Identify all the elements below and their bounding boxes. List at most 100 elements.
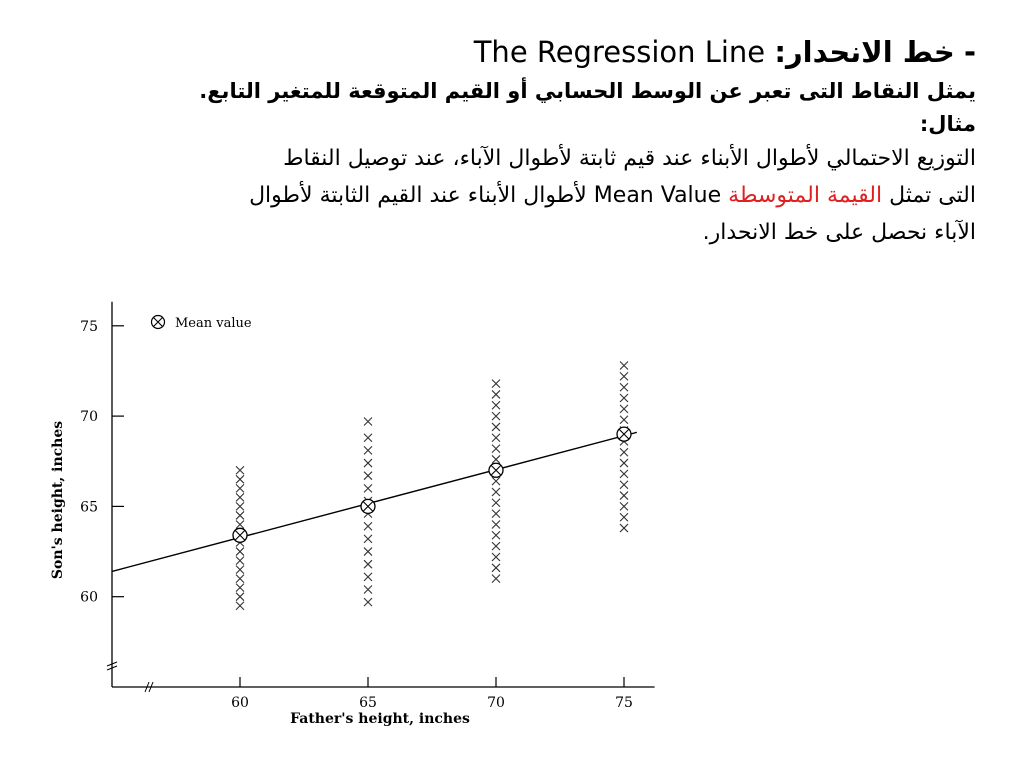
x-axis-break-mark [148,681,154,693]
legend-mean-marker-icon [150,314,166,330]
data-point [491,552,501,562]
body-line-3: الآباء نحصل على خط الانحدار. [702,220,976,245]
data-point [491,390,501,399]
data-point [491,541,501,551]
data-point [619,469,629,479]
x-axis-break-mark [144,681,150,693]
y-tick-label: 65 [80,499,98,515]
chart-ticks: 60 65 70 75 60 65 70 75 [80,319,633,711]
x-tick-label: 60 [231,695,249,711]
data-point [235,492,245,502]
data-point [619,502,629,511]
data-point [235,556,245,565]
data-point [491,433,501,443]
slide-text-block: - خط الانحدار: The Regression Line يمثل … [46,30,976,251]
data-point [619,415,629,425]
data-point [235,465,245,475]
data-point [491,379,501,388]
data-point [363,521,373,531]
data-point [491,487,501,497]
data-point [491,574,501,584]
data-point [491,400,501,410]
data-point [491,520,501,529]
body-line-2-start: التى تمثل [889,183,976,208]
chart-points [235,361,629,611]
data-point [619,361,629,370]
y-axis-break-mark [106,661,118,667]
mean-markers [232,426,632,543]
data-point [235,583,245,593]
data-point [491,530,501,540]
data-point [363,597,373,607]
data-point [619,393,629,403]
mean-marker-cross [234,529,246,541]
data-point [491,411,501,421]
data-point [619,523,629,533]
data-point [235,565,245,574]
data-point [363,547,373,556]
data-point [363,471,373,481]
y-axis-break-mark [106,665,118,671]
data-point [363,572,373,582]
y-tick-label: 60 [80,590,98,606]
data-point [619,404,629,414]
x-tick-label: 65 [359,695,377,711]
data-point [235,547,245,556]
title-arabic: خط الانحدار: [774,35,955,69]
legend-marker-cross [153,317,163,327]
body-line-1: التوزيع الاحتمالي لأطوال الأبناء عند قيم… [283,146,976,171]
data-point [235,574,245,584]
data-point [363,458,373,468]
data-point [619,371,629,381]
regression-line [111,431,637,573]
y-tick-label: 70 [80,409,98,425]
data-point [619,458,629,468]
mean-value-term: Mean Value [593,183,722,208]
data-point [363,585,373,594]
data-point [235,483,245,493]
data-point [491,455,501,464]
data-point [619,491,629,500]
body-line-2-end: لأطوال الأبناء عند القيم الثابتة لأطوال [249,183,587,208]
data-point [491,563,501,573]
data-point [363,433,373,443]
data-point [363,417,373,426]
highlighted-term: القيمة المتوسطة [728,183,883,208]
regression-line-group [111,431,637,573]
mean-marker-cross [362,501,374,512]
data-point [235,520,245,529]
data-point [235,502,245,511]
data-point [491,422,501,432]
data-point [491,509,501,519]
chart-legend: Mean value [150,314,252,331]
data-point [619,512,629,522]
data-point [363,483,373,493]
data-point [235,592,245,602]
x-tick-label: 75 [615,695,633,711]
data-point [363,446,373,455]
y-axis-label: Son's height, inches [50,421,66,579]
data-point [491,444,501,453]
mean-marker-cross [618,428,630,440]
body-line-2: التى تمثل القيمة المتوسطة Mean Value لأط… [46,177,976,214]
data-point [363,559,373,569]
y-tick-label: 75 [80,319,98,335]
data-point [619,480,629,490]
data-point [363,534,373,544]
legend-label: Mean value [175,316,252,331]
data-point [619,447,629,457]
data-point [235,511,245,520]
title-dash: - [963,35,976,69]
mean-marker-cross [490,464,502,476]
x-tick-label: 70 [487,695,505,711]
x-axis-label: Father's height, inches [290,711,470,727]
chart-axes [106,301,655,693]
data-point [235,474,245,484]
data-point [235,601,245,611]
data-point [491,476,501,486]
title-english: The Regression Line [473,35,766,69]
regression-chart: 60 65 70 75 60 65 70 75 Mean value Father's hei… [50,301,655,727]
data-point [619,382,629,392]
example-label: مثال: [919,112,976,136]
slide-title: - خط الانحدار: The Regression Line [46,30,976,74]
